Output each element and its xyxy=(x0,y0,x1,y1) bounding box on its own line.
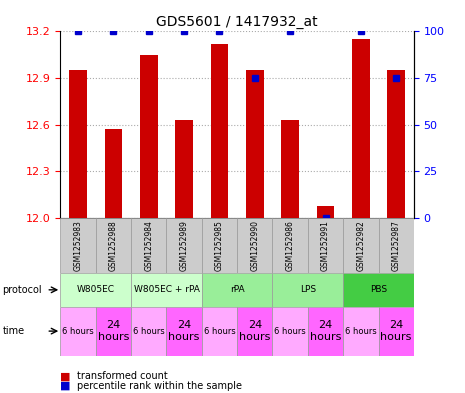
Text: rPA: rPA xyxy=(230,285,245,294)
Bar xyxy=(379,307,414,356)
Bar xyxy=(131,273,202,307)
Bar xyxy=(166,218,202,273)
Text: percentile rank within the sample: percentile rank within the sample xyxy=(77,381,242,391)
Text: LPS: LPS xyxy=(300,285,316,294)
Text: ■: ■ xyxy=(60,371,71,382)
Bar xyxy=(272,307,308,356)
Text: transformed count: transformed count xyxy=(77,371,167,382)
Bar xyxy=(343,273,414,307)
Bar xyxy=(69,70,87,218)
Bar xyxy=(317,206,334,218)
Bar xyxy=(131,218,166,273)
Text: GSM1252986: GSM1252986 xyxy=(286,220,295,271)
Text: 6 hours: 6 hours xyxy=(133,327,165,336)
Bar xyxy=(211,44,228,218)
Text: 24
hours: 24 hours xyxy=(310,320,341,342)
Bar xyxy=(60,307,96,356)
Text: GSM1252983: GSM1252983 xyxy=(73,220,83,271)
Text: GSM1252985: GSM1252985 xyxy=(215,220,224,271)
Bar xyxy=(140,55,158,218)
Text: W805EC: W805EC xyxy=(77,285,115,294)
Bar xyxy=(237,307,272,356)
Bar xyxy=(96,307,131,356)
Bar xyxy=(308,307,343,356)
Bar xyxy=(272,218,308,273)
Bar xyxy=(281,120,299,218)
Bar xyxy=(131,307,166,356)
Bar xyxy=(96,218,131,273)
Text: GSM1252982: GSM1252982 xyxy=(356,220,365,271)
Text: 6 hours: 6 hours xyxy=(345,327,377,336)
Text: time: time xyxy=(2,326,25,336)
Text: GSM1252987: GSM1252987 xyxy=(392,220,401,271)
Bar xyxy=(343,218,379,273)
Text: 24
hours: 24 hours xyxy=(380,320,412,342)
Text: 24
hours: 24 hours xyxy=(98,320,129,342)
Text: W805EC + rPA: W805EC + rPA xyxy=(133,285,199,294)
Text: GSM1252989: GSM1252989 xyxy=(179,220,189,271)
Bar xyxy=(343,307,379,356)
Bar xyxy=(60,273,131,307)
Title: GDS5601 / 1417932_at: GDS5601 / 1417932_at xyxy=(156,15,318,29)
Bar xyxy=(175,120,193,218)
Bar xyxy=(246,70,264,218)
Text: GSM1252990: GSM1252990 xyxy=(250,220,259,271)
Text: ■: ■ xyxy=(60,381,71,391)
Bar xyxy=(202,273,272,307)
Bar xyxy=(237,218,272,273)
Text: GSM1252988: GSM1252988 xyxy=(109,220,118,271)
Bar xyxy=(352,39,370,218)
Text: GSM1252991: GSM1252991 xyxy=(321,220,330,271)
Bar xyxy=(166,307,202,356)
Bar xyxy=(202,218,237,273)
Bar xyxy=(105,129,122,218)
Text: 6 hours: 6 hours xyxy=(62,327,94,336)
Text: 6 hours: 6 hours xyxy=(274,327,306,336)
Bar xyxy=(379,218,414,273)
Text: GSM1252984: GSM1252984 xyxy=(144,220,153,271)
Bar xyxy=(387,70,405,218)
Bar xyxy=(308,218,343,273)
Bar xyxy=(202,307,237,356)
Text: 6 hours: 6 hours xyxy=(204,327,235,336)
Bar xyxy=(272,273,343,307)
Bar xyxy=(60,218,96,273)
Text: protocol: protocol xyxy=(2,285,42,295)
Text: 24
hours: 24 hours xyxy=(239,320,271,342)
Text: 24
hours: 24 hours xyxy=(168,320,200,342)
Text: PBS: PBS xyxy=(370,285,387,294)
